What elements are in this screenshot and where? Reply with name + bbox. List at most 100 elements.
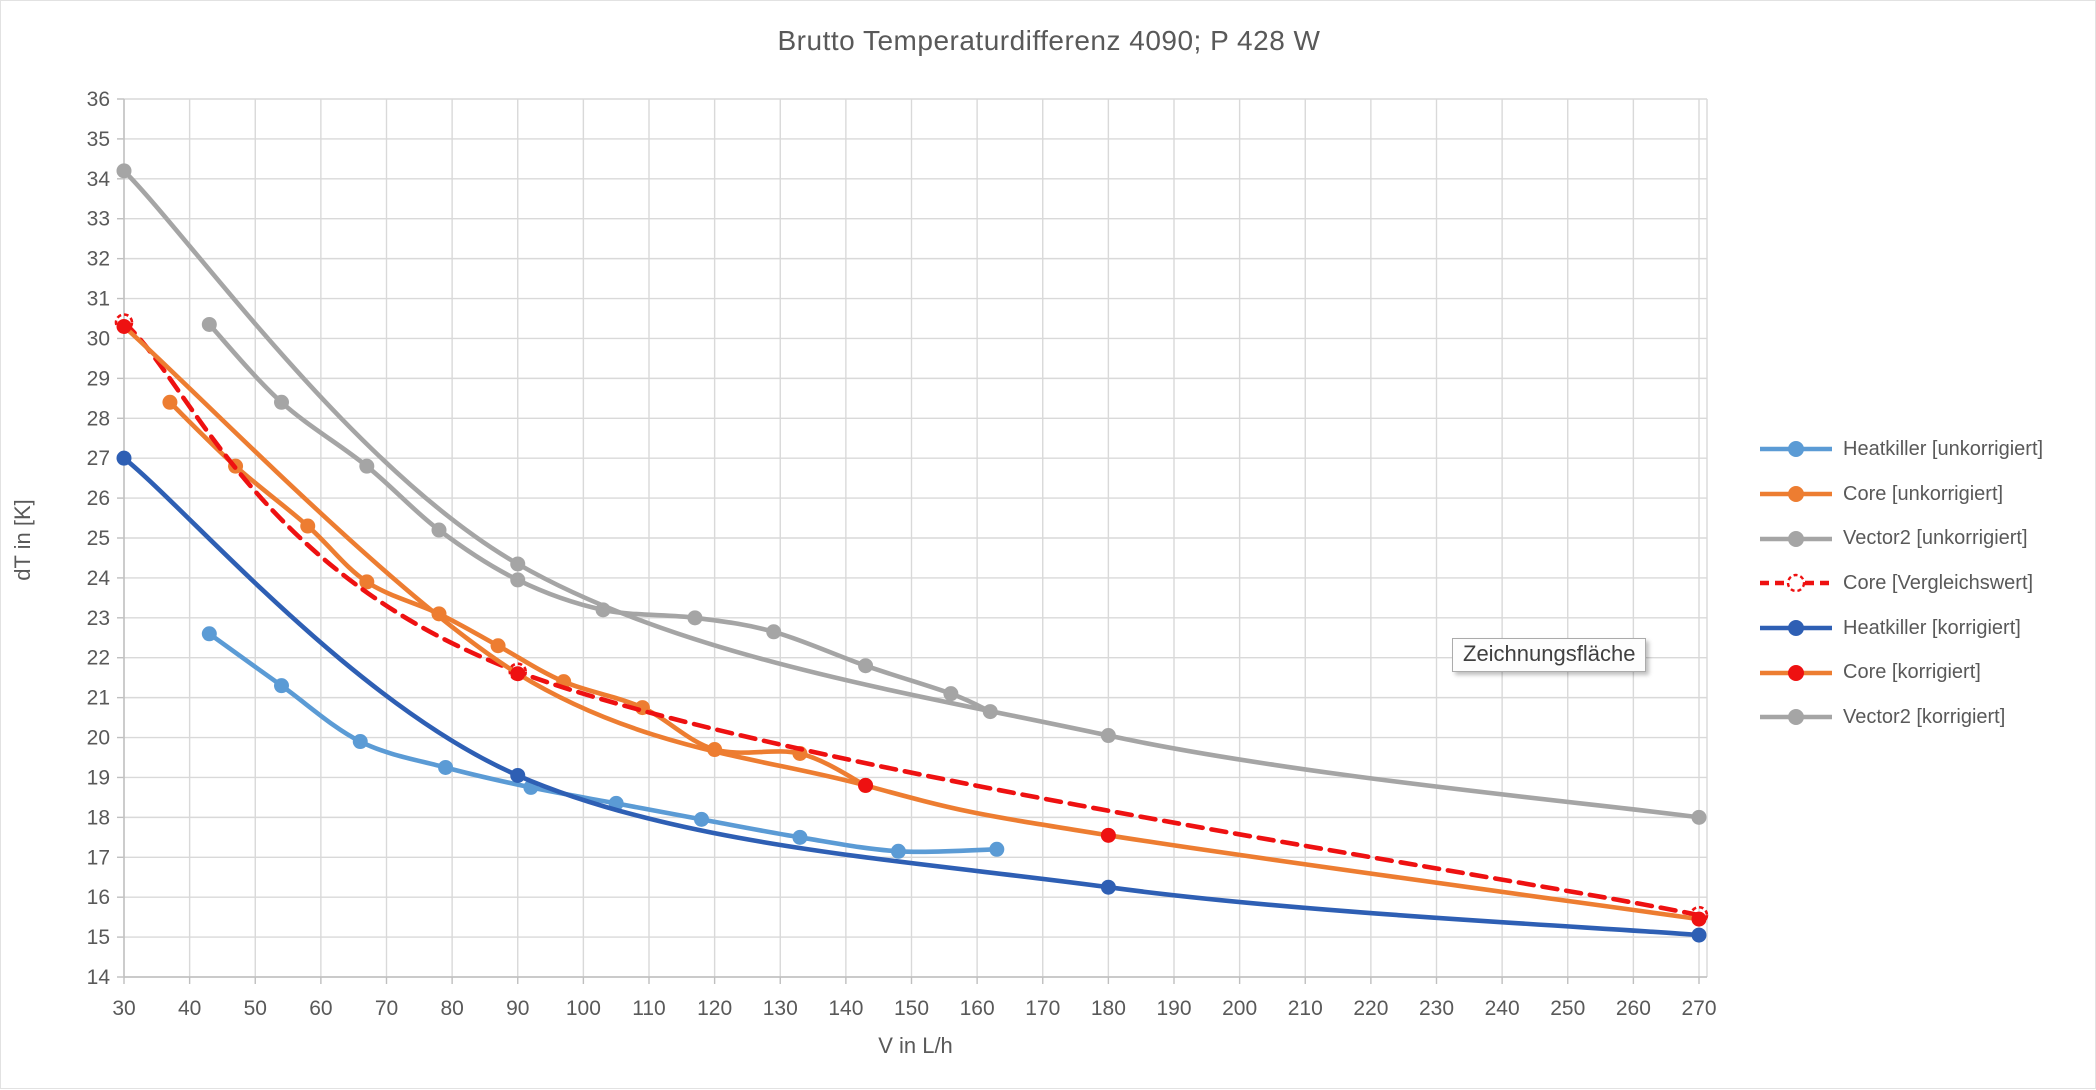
legend-item-vector2-korrigiert[interactable]: Vector2 [korrigiert] [1759, 695, 2043, 740]
series-marker-heatkiller-unkorrigiert [694, 811, 709, 827]
x-tick-label: 80 [440, 997, 463, 1020]
y-tick-label: 25 [87, 527, 110, 550]
y-tick-label: 24 [87, 567, 111, 590]
y-axis-title: dT in [K] [10, 499, 35, 581]
legend-item-vector2-unkorrigiert[interactable]: Vector2 [unkorrigiert] [1759, 516, 2043, 561]
y-tick-label: 33 [87, 208, 110, 231]
y-tick-label: 23 [87, 607, 110, 630]
series-marker-heatkiller-unkorrigiert [989, 841, 1005, 857]
series-marker-core-korrigiert [510, 666, 526, 682]
series-marker-vector2-unkorrigiert [359, 458, 375, 474]
y-tick-label: 20 [87, 727, 110, 750]
series-marker-vector2-unkorrigiert [766, 624, 782, 640]
legend-swatch-icon [1760, 620, 1832, 637]
y-tick-label: 30 [87, 327, 110, 350]
x-tick-label: 170 [1025, 997, 1060, 1020]
series-marker-heatkiller-korrigiert [510, 767, 526, 783]
legend-swatch-icon [1760, 574, 1832, 593]
legend-item-heatkiller-korrigiert[interactable]: Heatkiller [korrigiert] [1759, 606, 2043, 651]
series-marker-core-vergleichswert [1689, 905, 1709, 925]
series-marker-heatkiller-unkorrigiert [792, 829, 808, 845]
series-marker-vector2-unkorrigiert [274, 394, 289, 410]
legend-swatch-icon [1760, 664, 1832, 681]
series-marker-heatkiller-unkorrigiert [438, 759, 454, 775]
legend-label: Heatkiller [unkorrigiert] [1843, 437, 2044, 460]
y-tick-label: 35 [87, 128, 110, 151]
series-marker-heatkiller-unkorrigiert [352, 734, 368, 750]
legend-swatch-icon [1760, 530, 1832, 547]
x-tick-label: 190 [1156, 997, 1191, 1020]
series-marker-vector2-korrigiert [510, 556, 526, 572]
chart-title: Brutto Temperaturdifferenz 4090; P 428 W [777, 25, 1321, 56]
y-tick-label: 15 [87, 926, 110, 949]
y-tick-label: 32 [87, 248, 110, 271]
legend-item-core-korrigiert[interactable]: Core [korrigiert] [1759, 650, 2043, 695]
x-axis-title: V in L/h [878, 1033, 953, 1058]
series-line-heatkiller-unkorrigiert[interactable] [207, 631, 1000, 855]
x-tick-label: 250 [1550, 997, 1585, 1020]
x-tick-label: 40 [178, 997, 201, 1020]
series-marker-heatkiller-unkorrigiert [274, 678, 289, 694]
x-tick-label: 30 [112, 997, 135, 1020]
x-tick-label: 240 [1485, 997, 1520, 1020]
series-marker-vector2-unkorrigiert [687, 610, 703, 626]
x-tick-label: 70 [375, 997, 398, 1020]
series-marker-core-korrigiert [116, 318, 132, 334]
series-marker-vector2-unkorrigiert [943, 686, 959, 702]
x-tick-label: 50 [244, 997, 267, 1020]
x-tick-label: 130 [763, 997, 798, 1020]
series-marker-core-korrigiert [1100, 827, 1116, 843]
series-line-vector2-korrigiert[interactable] [121, 168, 1702, 820]
series-marker-vector2-korrigiert [1100, 728, 1116, 744]
x-tick-label: 110 [632, 997, 665, 1020]
x-tick-label: 140 [828, 997, 863, 1020]
series-marker-heatkiller-korrigiert [1691, 927, 1707, 943]
legend-item-heatkiller-unkorrigiert[interactable]: Heatkiller [unkorrigiert] [1759, 427, 2043, 472]
y-tick-label: 27 [87, 447, 110, 470]
series-marker-vector2-unkorrigiert [431, 522, 447, 538]
y-tick-label: 14 [87, 966, 111, 989]
legend-label: Vector2 [unkorrigiert] [1843, 527, 2028, 550]
legend-swatch-icon [1760, 441, 1832, 458]
legend-label: Core [Vergleichswert] [1843, 571, 2034, 594]
x-tick-label: 210 [1288, 997, 1323, 1020]
series-line-core-vergleichswert[interactable] [121, 320, 1702, 918]
y-tick-label: 17 [87, 846, 110, 869]
legend[interactable]: Heatkiller [unkorrigiert] Core [unkorrigi… [1759, 427, 2043, 740]
series-marker-vector2-korrigiert [116, 163, 132, 179]
y-tick-label: 34 [87, 168, 111, 191]
y-tick-label: 28 [87, 407, 110, 430]
x-tick-label: 60 [309, 997, 332, 1020]
series-marker-core-korrigiert [858, 777, 874, 793]
series-marker-core-vergleichswert [114, 313, 134, 332]
series-marker-core-unkorrigiert [359, 574, 375, 590]
y-tick-label: 36 [87, 88, 110, 111]
series-marker-heatkiller-korrigiert [1100, 879, 1116, 895]
legend-label: Core [unkorrigiert] [1843, 482, 2004, 505]
series-marker-vector2-korrigiert [1691, 809, 1707, 825]
series-line-vector2-unkorrigiert[interactable] [207, 322, 993, 714]
x-tick-label: 230 [1419, 997, 1454, 1020]
legend-swatch-icon [1760, 709, 1832, 726]
y-tick-label: 22 [87, 647, 110, 670]
y-tick-label: 18 [87, 806, 110, 829]
x-tick-label: 160 [960, 997, 995, 1020]
series-marker-core-unkorrigiert [300, 518, 316, 534]
x-tick-label: 270 [1681, 997, 1716, 1020]
y-tick-label: 16 [87, 886, 110, 909]
y-tick-label: 21 [87, 687, 110, 710]
x-tick-label: 90 [506, 997, 529, 1020]
legend-label: Vector2 [korrigiert] [1843, 705, 2006, 728]
legend-item-core-unkorrigiert[interactable]: Core [unkorrigiert] [1759, 472, 2043, 517]
legend-item-core-vergleichswert[interactable]: Core [Vergleichswert] [1759, 561, 2043, 606]
x-tick-label: 180 [1091, 997, 1126, 1020]
x-tick-label: 120 [697, 997, 732, 1020]
series-marker-heatkiller-unkorrigiert [890, 843, 906, 859]
y-tick-label: 26 [87, 487, 110, 510]
y-tick-label: 19 [87, 766, 110, 789]
series-line-heatkiller-korrigiert[interactable] [121, 455, 1702, 938]
x-tick-label: 150 [894, 997, 929, 1020]
legend-label: Heatkiller [korrigiert] [1843, 616, 2021, 639]
